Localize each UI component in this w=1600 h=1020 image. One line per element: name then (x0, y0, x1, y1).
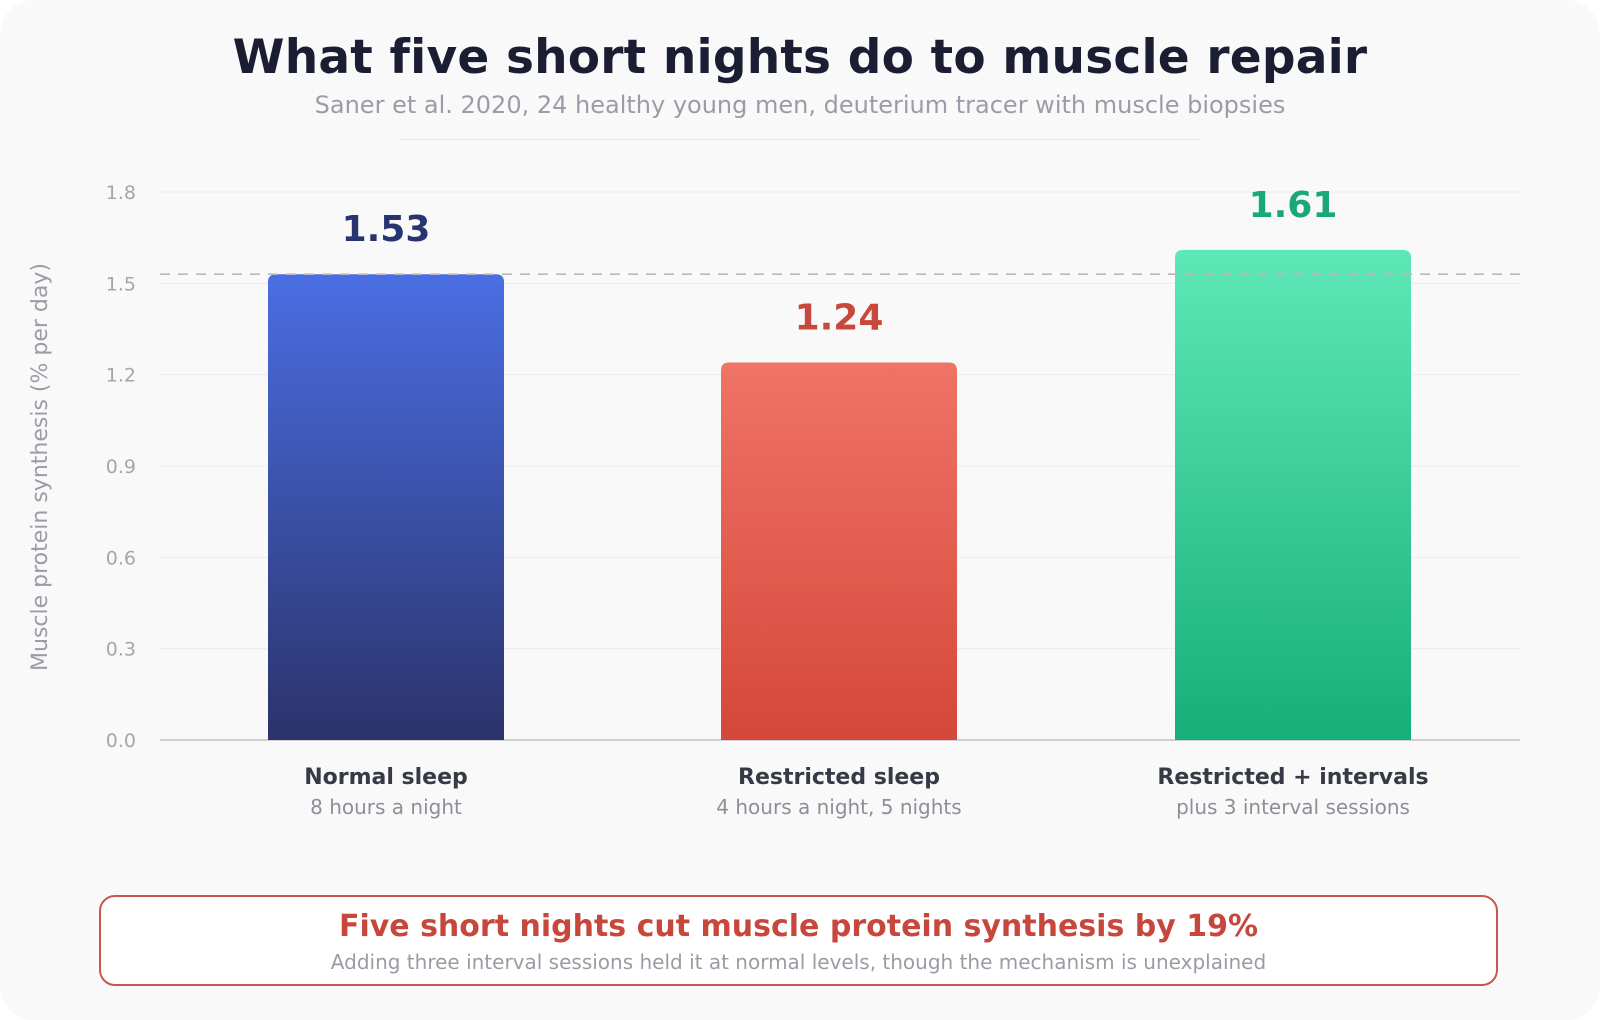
title-divider (400, 139, 1200, 140)
y-tick-label: 0.9 (106, 456, 136, 478)
y-tick-label: 0.6 (106, 547, 136, 569)
bar-chart: 0.0 0.3 0.6 0.9 1.2 1.5 1.8 1.53 Normal sleep 8 h… (28, 182, 1520, 819)
callout-headline: Five short nights cut muscle protein syn… (338, 909, 1259, 944)
y-axis-label: Muscle protein synthesis (% per day) (28, 263, 53, 671)
bar-2 (1175, 249, 1411, 740)
x-category-label: Restricted + intervals (1157, 765, 1428, 790)
callout-detail: Adding three interval sessions held it a… (330, 950, 1267, 974)
x-category-sublabel: 4 hours a night, 5 nights (716, 795, 961, 819)
chart-title: What five short nights do to muscle repa… (232, 30, 1368, 85)
x-category-sublabel: 8 hours a night (310, 795, 462, 819)
key-finding-callout: Five short nights cut muscle protein syn… (99, 895, 1498, 986)
chart-subtitle: Saner et al. 2020, 24 healthy young men,… (314, 91, 1286, 119)
y-tick-label: 1.2 (106, 365, 136, 387)
bar-value-label: 1.61 (1249, 185, 1338, 226)
x-category-sublabel: plus 3 interval sessions (1176, 795, 1410, 819)
x-category-label: Restricted sleep (738, 765, 940, 790)
bar-1 (721, 362, 957, 740)
x-category-label: Normal sleep (304, 765, 468, 790)
bar-value-label: 1.24 (795, 297, 884, 338)
y-tick-label: 1.8 (106, 182, 136, 204)
y-tick-label: 0.3 (106, 639, 136, 661)
y-tick-label: 1.5 (106, 273, 136, 295)
bar-value-label: 1.53 (342, 209, 431, 250)
y-tick-label: 0.0 (106, 730, 136, 752)
bar-0 (268, 274, 504, 740)
